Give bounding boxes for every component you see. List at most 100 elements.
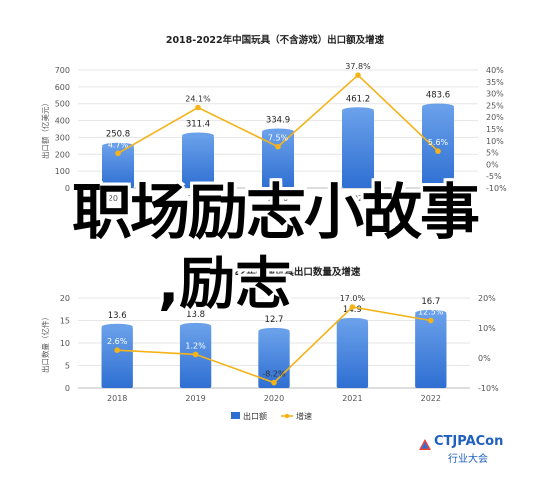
y-tick-label: 700 xyxy=(55,66,70,75)
bar-value-label: 311.4 xyxy=(186,120,210,130)
y2-tick-label: -10% xyxy=(486,184,507,193)
y-tick-label: 10 xyxy=(60,339,70,348)
bar-value-label: 16.7 xyxy=(421,297,440,307)
growth-point xyxy=(355,72,361,78)
growth-value-label: 24.1% xyxy=(185,95,211,104)
watermark-title: CTJPACon xyxy=(434,434,504,449)
chart-title: 2018-2022年中国玩具出口数量及增速 xyxy=(190,266,361,278)
legend-swatch-marker xyxy=(284,413,290,419)
chart-top: 2018-2022年中国玩具（不含游戏）出口额及增速 0 100 200 300 400 5… xyxy=(40,34,507,203)
y2-tick-label: -10% xyxy=(478,384,499,393)
growth-point xyxy=(435,148,441,154)
growth-value-label: 7.5% xyxy=(268,134,289,143)
growth-point xyxy=(349,304,356,310)
x-tick-label: 2022 xyxy=(421,394,441,403)
growth-point xyxy=(195,104,201,111)
y2-tick-label: 35% xyxy=(486,78,504,87)
growth-value-label: 37.8% xyxy=(345,62,371,71)
legend-label: 出口额 xyxy=(243,411,267,421)
y2-tick-label: 30% xyxy=(486,90,504,99)
y-tick-label: 300 xyxy=(55,133,70,142)
bar xyxy=(258,330,290,388)
y2-tick-label: 10% xyxy=(478,324,496,333)
y-tick-label: 5 xyxy=(65,362,70,371)
bar-cap xyxy=(101,323,133,330)
bar-cap xyxy=(415,309,447,316)
y-tick-label: 100 xyxy=(55,167,70,176)
bar-value-label: 14.9 xyxy=(343,305,362,315)
legend-swatch-bar xyxy=(231,412,240,419)
y-tick-label: 20 xyxy=(60,294,70,303)
y-tick-label: 600 xyxy=(55,83,70,92)
y-tick-label: 200 xyxy=(55,150,70,159)
bar-cap xyxy=(102,142,134,149)
y2-tick-label: 0% xyxy=(478,354,491,363)
bar-cap xyxy=(179,322,212,329)
bar-value-label: 461.2 xyxy=(346,94,370,104)
growth-value-label: -8.2% xyxy=(262,370,286,379)
bar-cap xyxy=(342,107,374,114)
bar xyxy=(422,106,454,188)
bar-cap xyxy=(262,128,294,135)
overlay-headline: 职场励志小故事 xyxy=(72,178,480,248)
x-tick-label: 2020 xyxy=(264,394,284,403)
y2-tick-label: 10% xyxy=(486,137,504,146)
bar-value-label: 13.8 xyxy=(186,310,205,320)
bar-value-label: 13.6 xyxy=(108,311,127,321)
chart-title: 2018-2022年中国玩具（不含游戏）出口额及增速 xyxy=(166,34,385,46)
bar xyxy=(101,326,133,388)
y2-tick-label: 25% xyxy=(486,101,504,110)
bar-cap xyxy=(422,103,454,110)
bar xyxy=(182,135,214,188)
bar xyxy=(336,320,369,388)
overlay-subheadline: ,励志 xyxy=(158,252,292,317)
y2-tick-label: 20% xyxy=(486,113,504,122)
y2-tick-label: 20% xyxy=(478,294,496,303)
growth-point xyxy=(275,143,281,150)
watermark-logo xyxy=(418,437,432,451)
growth-value-label: 5.6% xyxy=(428,138,449,147)
x-tick-label: 2018 xyxy=(107,394,127,403)
x-tick-label: 2019 xyxy=(185,394,205,403)
y2-tick-label: 15% xyxy=(486,125,504,134)
y2-tick-label: 0% xyxy=(486,160,499,169)
y2-tick-label: 40% xyxy=(486,66,504,75)
bar xyxy=(262,131,294,188)
y2-tick-label: 5% xyxy=(486,149,499,158)
y-tick-label: 0 xyxy=(65,184,70,193)
x-tick-label: 2021 xyxy=(348,194,368,203)
growth-value-label: 17.0% xyxy=(340,294,366,303)
x-tick-label: 2019 xyxy=(188,194,208,203)
x-tick-label: 2021 xyxy=(342,394,362,403)
growth-value-label: 12.5% xyxy=(418,308,444,317)
y-tick-label: 0 xyxy=(65,384,70,393)
legend-label: 增速 xyxy=(296,411,312,421)
y-tick-label: 400 xyxy=(55,117,70,126)
bar xyxy=(342,110,374,188)
bar-value-label: 334.9 xyxy=(266,116,290,126)
growth-value-label: 2.6% xyxy=(107,337,128,346)
y-axis-label: 出口数量（亿件） xyxy=(40,313,50,373)
y-tick-label: 15 xyxy=(60,317,70,326)
growth-value-label: 4.7% xyxy=(108,140,129,149)
bar-value-label: 483.6 xyxy=(426,90,450,100)
x-tick-label: 2022 xyxy=(428,194,448,203)
watermark-subtitle: 行业大会 xyxy=(448,454,488,465)
y-axis-label: 出口额（亿美元） xyxy=(40,99,50,159)
growth-point xyxy=(271,379,277,386)
x-tick-label: 2018 xyxy=(108,194,128,203)
bar-cap xyxy=(182,132,214,139)
growth-point xyxy=(115,150,121,157)
bar-value-label: 12.7 xyxy=(265,315,284,325)
bar xyxy=(102,145,134,188)
bar-cap xyxy=(336,317,369,324)
growth-value-label: 1.2% xyxy=(185,341,206,350)
chart-bottom: 2018-2022年中国玩具出口数量及增速 0 5 10 15 20 -10% 0% 10% 20… xyxy=(40,266,499,421)
y2-tick-label: -5% xyxy=(486,172,502,181)
bar-cap xyxy=(258,327,290,334)
x-tick-label: 2020 xyxy=(268,194,288,203)
growth-point xyxy=(428,317,434,324)
y-tick-label: 500 xyxy=(55,100,70,109)
growth-point xyxy=(114,347,120,354)
